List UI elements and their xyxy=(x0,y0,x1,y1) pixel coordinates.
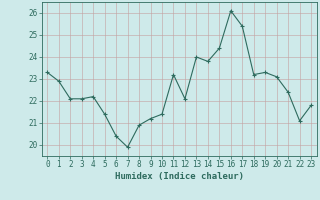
X-axis label: Humidex (Indice chaleur): Humidex (Indice chaleur) xyxy=(115,172,244,181)
